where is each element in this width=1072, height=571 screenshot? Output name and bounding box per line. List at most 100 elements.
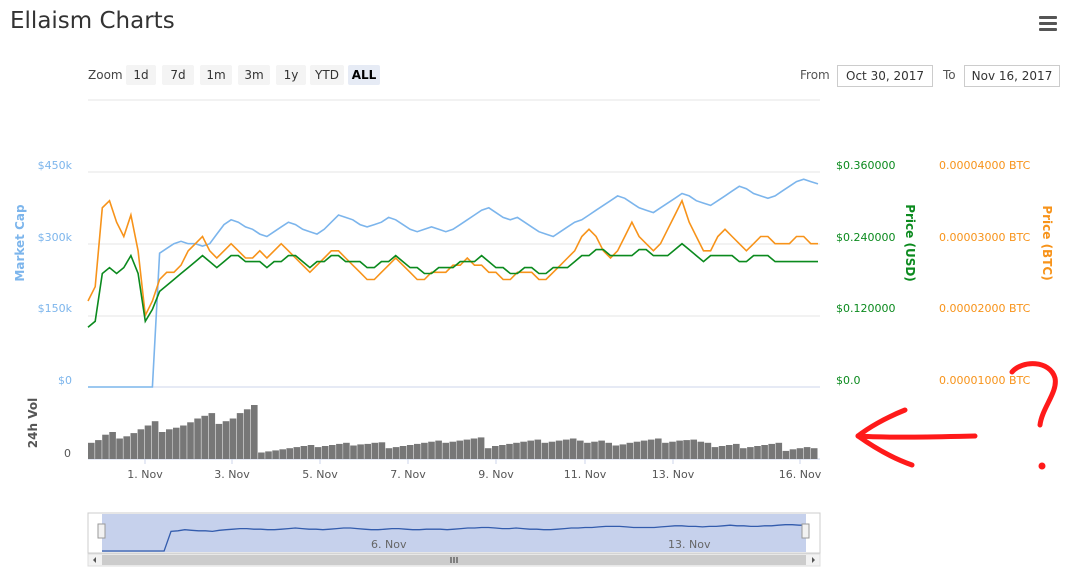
mcap-tick: $0 (58, 374, 72, 387)
volume-bar (584, 442, 591, 459)
volume-bar (329, 445, 336, 459)
volume-bar (754, 446, 761, 459)
btc-tick: 0.00002000 BTC (939, 302, 1031, 315)
volume-bar (612, 445, 620, 459)
btc-tick: 0.00001000 BTC (939, 374, 1031, 387)
volume-bar (782, 450, 790, 459)
volume-bar (647, 439, 655, 459)
zoom-1m-button[interactable]: 1m (200, 65, 232, 85)
volume-bar (435, 440, 442, 459)
usd-axis-title: Price (USD) (903, 204, 917, 282)
series-line-price-btc (87, 198, 818, 319)
volume-bar (88, 442, 95, 459)
x-tick-label: 7. Nov (390, 468, 426, 481)
volume-bar (357, 444, 364, 459)
scroll-right-icon[interactable] (812, 557, 815, 563)
volume-bar (321, 446, 329, 459)
volume-bar (166, 429, 173, 459)
volume-bar (605, 442, 612, 459)
x-tick-label: 1. Nov (127, 468, 163, 481)
volume-bar (265, 451, 272, 459)
btc-tick: 0.00004000 BTC (939, 159, 1031, 172)
x-tick-label: 11. Nov (564, 468, 607, 481)
volume-bar (768, 443, 775, 459)
annotation-dot (1038, 462, 1046, 470)
navigator-tick: 6. Nov (371, 538, 407, 551)
volume-bar (364, 443, 371, 459)
volume-bar (208, 413, 216, 459)
to-date-input[interactable]: Nov 16, 2017 (964, 65, 1060, 87)
volume-bar (626, 442, 634, 459)
volume-bar (789, 449, 797, 459)
series-line-market-cap (88, 178, 819, 388)
volume-bar (95, 440, 102, 459)
btc-tick: 0.00003000 BTC (939, 231, 1031, 244)
volume-bar (555, 440, 563, 459)
page-title: Ellaism Charts (10, 8, 175, 34)
menu-icon[interactable] (1039, 16, 1057, 32)
volume-bar (144, 425, 152, 459)
navigator-selection[interactable] (102, 514, 806, 552)
scrollbar[interactable] (87, 553, 821, 567)
annotation-arrow (855, 361, 1058, 468)
btc-axis-title: Price (BTC) (1040, 205, 1054, 280)
volume-bar (569, 438, 577, 459)
zoom-1y-button[interactable]: 1y (276, 65, 306, 85)
zoom-1d-button[interactable]: 1d (126, 65, 156, 85)
volume-bar (123, 436, 130, 459)
x-tick-label: 3. Nov (214, 468, 250, 481)
volume-bar (428, 441, 435, 459)
volume-bar (414, 443, 421, 459)
volume-bar (385, 448, 393, 459)
volume-bar (655, 438, 662, 459)
volume-bar (562, 439, 570, 459)
x-axis: 1. Nov 3. Nov 5. Nov 7. Nov 9. Nov 11. Nov 13.… (127, 459, 822, 481)
zoom-7d-button[interactable]: 7d (162, 65, 194, 85)
volume-bar (619, 444, 627, 459)
volume-bar (229, 418, 237, 459)
zoom-3m-button[interactable]: 3m (238, 65, 270, 85)
annotation-question-mark: ? (1030, 459, 1031, 461)
from-date-input[interactable]: Oct 30, 2017 (837, 65, 933, 87)
volume-bar (484, 448, 492, 459)
zoom-label: Zoom (88, 68, 123, 82)
volume-bar (492, 446, 499, 459)
series-line-price-usd (87, 242, 818, 328)
volume-bar (470, 438, 478, 459)
volume-bar (527, 440, 534, 459)
usd-tick: $0.0 (836, 374, 861, 387)
navigator-line (102, 524, 806, 552)
volume-bar (130, 433, 138, 459)
navigator[interactable]: 6. Nov 13. Nov (87, 512, 821, 554)
volume-bar (747, 447, 754, 459)
volume-bar (548, 441, 556, 459)
from-label: From (800, 68, 830, 82)
usd-tick: $0.240000 (836, 231, 896, 244)
volume-bar (534, 439, 542, 459)
volume-bar (803, 447, 811, 459)
volume-bar (201, 415, 208, 459)
volume-bar (463, 439, 471, 459)
mcap-tick: $300k (38, 231, 73, 244)
volume-bar (102, 434, 109, 459)
x-tick-label: 9. Nov (478, 468, 514, 481)
volume-bar (272, 450, 279, 459)
navigator-right-handle[interactable] (801, 523, 810, 539)
volume-bar (697, 441, 705, 459)
volume-bars (88, 405, 818, 459)
volume-bar (336, 443, 343, 459)
volume-bar (690, 439, 697, 459)
volume-bar (633, 441, 641, 459)
volume-bar (640, 440, 648, 459)
zoom-all-button[interactable]: ALL (348, 65, 380, 85)
volume-bar (513, 442, 520, 459)
volume-bar (725, 445, 733, 459)
scroll-left-icon[interactable] (93, 557, 96, 563)
zoom-ytd-button[interactable]: YTD (310, 65, 344, 85)
navigator-left-handle[interactable] (97, 523, 106, 539)
mcap-tick: $450k (38, 159, 73, 172)
volume-bar (215, 423, 223, 459)
volume-bar (520, 441, 527, 459)
volume-bar (158, 432, 166, 459)
